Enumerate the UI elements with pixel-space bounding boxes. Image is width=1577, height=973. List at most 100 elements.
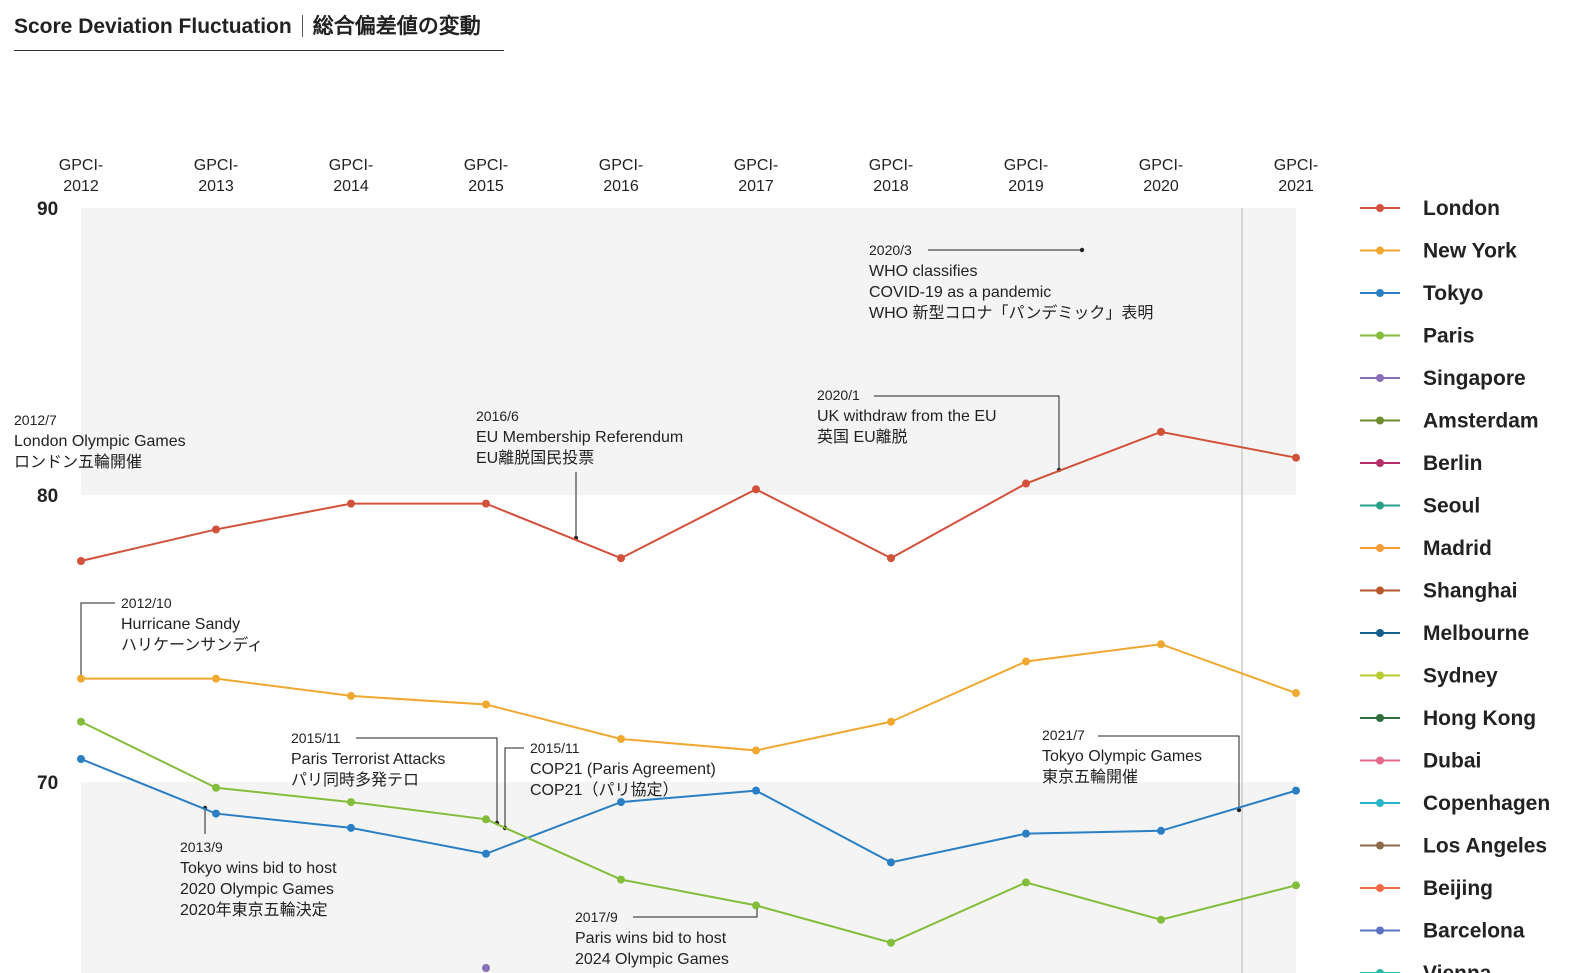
annotation-date: 2013/9 [180, 839, 223, 855]
annotations: 2012/7 London Olympic Games ロンドン五輪開催 2016/6… [14, 242, 1202, 968]
legend-label: Singapore [1423, 367, 1526, 390]
legend-swatch-dot [1376, 799, 1384, 807]
data-point [482, 849, 490, 858]
legend-swatch-dot [1376, 204, 1384, 212]
legend-swatch-dot [1376, 671, 1384, 680]
data-point [77, 674, 85, 683]
x-tick-line: 2019 [1008, 178, 1044, 195]
annotation-leader [504, 747, 524, 828]
annotation-text: Hurricane Sandy [121, 616, 240, 633]
data-point [1292, 689, 1300, 698]
x-tick-line: GPCI- [329, 157, 373, 174]
legend-label: Madrid [1423, 537, 1492, 560]
y-axis-ticks: 90 80 70 [37, 199, 58, 794]
legend-label: Hong Kong [1423, 707, 1536, 730]
annotation-date: 2017/9 [575, 909, 618, 925]
legend-item: Berlin [1360, 452, 1483, 475]
annotation-date: 2012/7 [14, 412, 57, 428]
series-line [80, 720, 1297, 944]
legend-item: New York [1360, 240, 1517, 263]
legend-swatch-dot [1376, 331, 1384, 340]
x-tick-line: GPCI- [464, 157, 508, 174]
data-point [1157, 915, 1165, 924]
x-tick-line: 2013 [198, 178, 234, 195]
x-tick-label: GPCI- 2012 [59, 157, 103, 195]
legend-swatch-dot [1376, 926, 1384, 935]
annotation-text: ハリケーンサンディ [121, 635, 263, 654]
x-tick-line: 2018 [873, 178, 909, 195]
legend-item: Singapore [1360, 367, 1526, 390]
legend-item: Copenhagen [1360, 792, 1550, 815]
x-tick-line: 2014 [333, 178, 369, 195]
x-tick-label: GPCI- 2018 [869, 157, 913, 195]
series-line [80, 758, 1297, 864]
x-tick-line: 2020 [1143, 178, 1179, 195]
background-bands [81, 208, 1296, 973]
x-tick-line: GPCI- [59, 157, 103, 174]
annotation-leader [874, 395, 1060, 470]
x-tick-line: GPCI- [1004, 157, 1048, 174]
annotation-text: EU離脱国民投票 [476, 449, 594, 467]
legend-swatch-dot [1376, 714, 1384, 722]
series-line [81, 643, 1297, 752]
legend-label: Shanghai [1423, 580, 1518, 603]
data-point [617, 875, 625, 884]
annotation-text: 2020 Olympic Games [180, 881, 334, 898]
legend-swatch-dot [1376, 586, 1384, 595]
title-bar: Score Deviation Fluctuation 総合偏差値の変動 [14, 10, 504, 51]
x-tick-line: GPCI- [599, 157, 643, 174]
y-tick-label: 70 [37, 773, 58, 794]
data-point [482, 964, 490, 972]
data-point [1022, 878, 1030, 887]
legend-item: Sydney [1360, 665, 1498, 688]
annotation-text: ロンドン五輪開催 [14, 453, 142, 471]
annotation-text: 2024 Olympic Games [575, 951, 729, 968]
x-tick-line: GPCI- [1139, 157, 1183, 174]
annotation-text: COP21（パリ協定） [530, 781, 678, 799]
data-point [752, 901, 760, 910]
legend-label: New York [1423, 240, 1517, 263]
data-point [347, 798, 355, 807]
x-tick-line: 2016 [603, 178, 639, 195]
annotation-text: COVID-19 as a pandemic [869, 284, 1051, 301]
data-point [212, 674, 220, 683]
data-point [887, 717, 895, 726]
legend-swatch-dot [1376, 246, 1384, 255]
legend-label: Los Angeles [1423, 835, 1547, 858]
annotation-date: 2015/11 [291, 730, 341, 746]
data-point [752, 485, 760, 494]
annotation-date: 2016/6 [476, 408, 519, 424]
x-tick-line: 2012 [63, 178, 99, 195]
data-point [347, 691, 355, 700]
data-point [887, 858, 895, 867]
legend-item: Los Angeles [1360, 835, 1547, 858]
x-tick-label: GPCI- 2016 [599, 157, 643, 195]
data-point [482, 499, 490, 508]
data-point [212, 809, 220, 818]
legend-item: Seoul [1360, 495, 1480, 518]
annotation-text: Tokyo Olympic Games [1042, 748, 1202, 765]
annotation-date: 2012/10 [121, 595, 172, 611]
data-point [77, 557, 85, 566]
annotation-text: London Olympic Games [14, 433, 186, 450]
legend-item: Tokyo [1360, 282, 1483, 305]
x-tick-label: GPCI- 2020 [1139, 157, 1183, 195]
chart-title-ja: 総合偏差値の変動 [312, 15, 481, 38]
data-point [1022, 829, 1030, 838]
legend-label: Dubai [1423, 750, 1481, 773]
annotation-date: 2021/7 [1042, 727, 1085, 743]
annotation-leader [356, 737, 498, 823]
data-point [347, 823, 355, 832]
legend-swatch-dot [1376, 756, 1384, 765]
chart-title: Score Deviation Fluctuation 総合偏差値の変動 [14, 10, 504, 40]
legend-swatch-dot [1376, 629, 1384, 637]
legend-item: Barcelona [1360, 920, 1525, 943]
data-point [482, 700, 490, 709]
legend-label: Tokyo [1423, 282, 1483, 305]
legend-label: Copenhagen [1423, 792, 1550, 815]
band-90-80 [81, 208, 1296, 495]
x-tick-line: GPCI- [194, 157, 238, 174]
legend: London New York Tokyo Paris Singapore Amsterd… [1360, 197, 1550, 973]
x-tick-line: 2015 [468, 178, 504, 195]
